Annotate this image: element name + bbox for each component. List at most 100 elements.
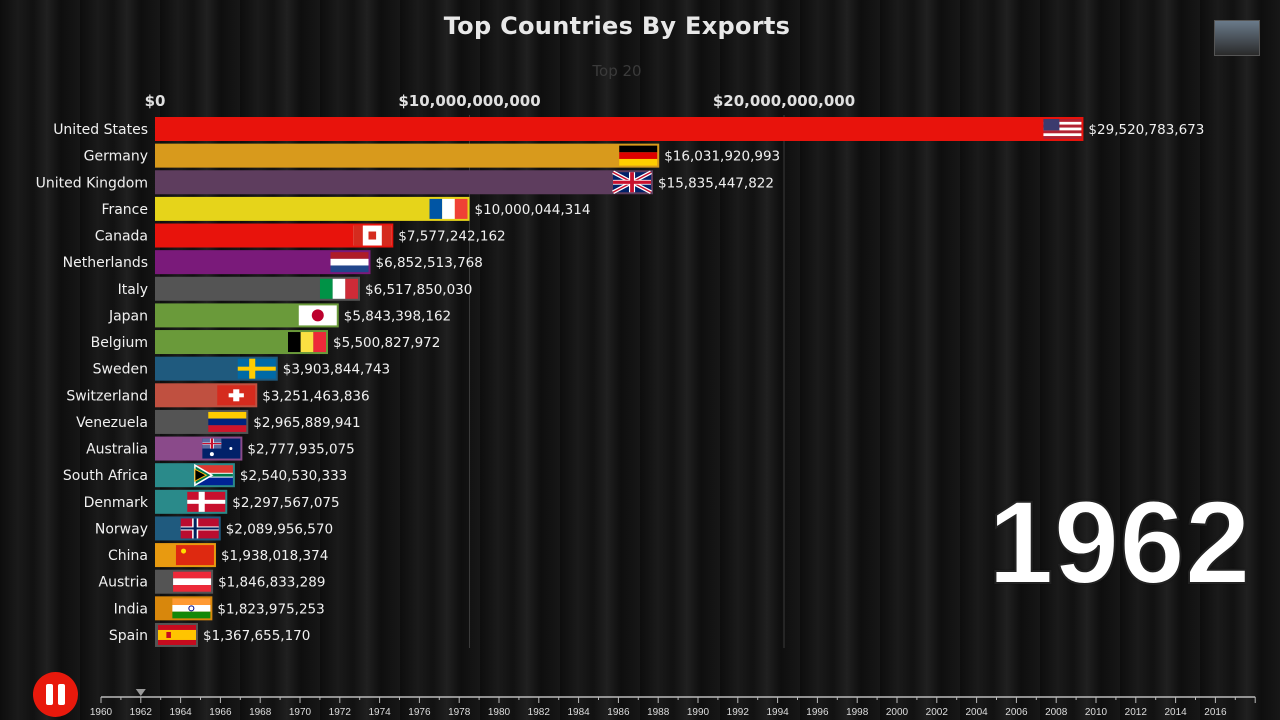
flag-part <box>208 411 247 419</box>
bar-row: Netherlands $6,852,513,768 <box>63 250 483 275</box>
value-label: $16,031,920,993 <box>664 149 780 165</box>
flag-part <box>1043 130 1082 134</box>
country-label: Denmark <box>84 495 149 511</box>
flag-nl-icon <box>330 252 369 273</box>
value-label: $6,852,513,768 <box>376 255 483 271</box>
flag-part <box>166 631 171 638</box>
country-label: Australia <box>86 442 148 458</box>
timeline-label: 1960 <box>90 707 113 718</box>
value-label: $2,297,567,075 <box>232 495 339 511</box>
value-label: $1,846,833,289 <box>218 575 325 591</box>
bar-row: Sweden $3,903,844,743 <box>93 356 390 381</box>
flag-cn-icon <box>175 545 214 566</box>
flag-part <box>429 198 443 219</box>
value-label: $2,965,889,941 <box>253 415 360 431</box>
bar-row: Spain $1,367,655,170 <box>109 622 310 647</box>
timeline-label: 1976 <box>408 707 431 718</box>
country-label: Belgium <box>91 335 148 351</box>
flag-ve-icon <box>208 411 247 432</box>
country-label: India <box>114 601 148 617</box>
pause-button[interactable] <box>33 672 78 717</box>
flag-part <box>1043 136 1082 139</box>
bar-row: China $1,938,018,374 <box>108 543 328 568</box>
value-label: $5,500,827,972 <box>333 335 440 351</box>
bar-row: France $10,000,044,314 <box>101 196 590 221</box>
flag-de-icon <box>619 145 658 166</box>
chart-title: Top Countries By Exports <box>443 12 791 40</box>
x-tick-label: $0 <box>145 92 166 110</box>
bar-row: India $1,823,975,253 <box>114 596 325 621</box>
country-label: United Kingdom <box>36 175 148 191</box>
timeline-label: 2006 <box>1005 707 1028 718</box>
flag-part <box>172 605 211 612</box>
flag-part <box>613 180 652 184</box>
country-label: Japan <box>108 308 148 324</box>
timeline-label: 1962 <box>130 707 153 718</box>
value-label: $29,520,783,673 <box>1088 122 1204 138</box>
timeline-label: 2016 <box>1204 707 1227 718</box>
timeline-handle[interactable] <box>135 689 146 696</box>
flag-part <box>194 473 233 477</box>
flag-ca-icon <box>353 225 392 246</box>
flag-part <box>288 332 301 353</box>
flag-part <box>209 452 214 457</box>
bar-row: Denmark $2,297,567,075 <box>84 489 340 514</box>
flag-part <box>228 393 244 398</box>
timeline-label: 2002 <box>926 707 949 718</box>
x-tick-label: $10,000,000,000 <box>398 92 540 110</box>
timeline-label: 1990 <box>687 707 710 718</box>
country-label: Netherlands <box>63 255 148 271</box>
timeline-slider[interactable]: 1960 1962 1964 1966 1968 1970 1972 1974 1976 1978… <box>90 689 1256 718</box>
timeline-label: 1972 <box>329 707 352 718</box>
bar-row: United States $29,520,783,673 <box>53 117 1204 141</box>
flag-us-icon <box>1043 119 1082 139</box>
flag-part <box>1043 133 1082 137</box>
country-label: South Africa <box>63 468 148 484</box>
value-label: $6,517,850,030 <box>365 282 472 298</box>
bar-us <box>155 117 1084 141</box>
flag-part <box>345 278 358 299</box>
bar-row: Switzerland $3,251,463,836 <box>66 383 370 408</box>
value-label: $2,777,935,075 <box>247 442 354 458</box>
timeline-label: 1996 <box>806 707 829 718</box>
bar-row: Venezuela $2,965,889,941 <box>76 409 361 434</box>
flag-part <box>202 442 222 445</box>
country-label: Italy <box>118 282 148 298</box>
flag-part <box>158 629 197 640</box>
flag-part <box>381 225 392 246</box>
flag-jp-icon <box>298 305 337 326</box>
country-label: Sweden <box>93 362 148 378</box>
value-label: $15,835,447,822 <box>658 175 774 191</box>
flag-part <box>313 332 327 353</box>
flag-part <box>237 366 276 371</box>
flag-part <box>180 527 219 530</box>
flag-part <box>353 225 363 246</box>
flag-part <box>619 158 658 166</box>
bar-row: South Africa $2,540,530,333 <box>63 463 347 488</box>
value-label: $3,251,463,836 <box>262 388 369 404</box>
flag-part <box>1043 121 1082 125</box>
flag-part <box>187 499 226 504</box>
country-label: Switzerland <box>66 388 148 404</box>
flag-part <box>1043 127 1082 131</box>
flag-se-icon <box>237 358 276 379</box>
flag-part <box>442 198 455 219</box>
flag-at-icon <box>173 571 212 592</box>
timeline-label: 1984 <box>567 707 590 718</box>
flag-part <box>188 605 195 612</box>
country-label: Norway <box>95 521 148 537</box>
flag-part <box>172 598 211 606</box>
timeline-label: 2014 <box>1164 707 1187 718</box>
flag-es-icon <box>158 624 197 645</box>
bar-row: United Kingdom $15,835,447,822 <box>36 170 774 195</box>
value-label: $2,089,956,570 <box>226 521 333 537</box>
bar-row: Italy $6,517,850,030 <box>118 276 472 301</box>
pause-icon-bar <box>58 684 65 705</box>
timeline-label: 2012 <box>1125 707 1148 718</box>
flag-part <box>1043 119 1060 131</box>
country-label: Austria <box>99 575 148 591</box>
value-label: $1,367,655,170 <box>203 628 310 644</box>
country-label: United States <box>53 122 148 138</box>
flag-gb-icon <box>612 170 652 195</box>
flag-part <box>319 278 333 299</box>
